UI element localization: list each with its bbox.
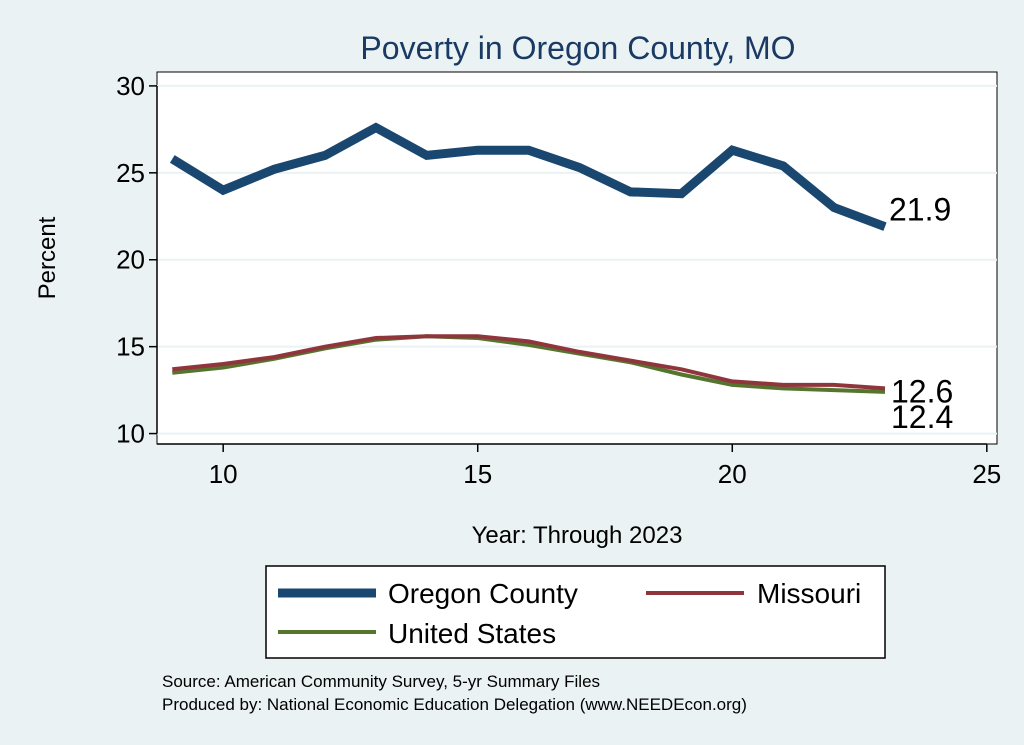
legend: Oregon County Missouri United States — [265, 565, 886, 659]
source-note: Source: American Community Survey, 5-yr … — [162, 672, 600, 691]
legend-box — [265, 565, 886, 659]
legend-label-united-states: United States — [388, 618, 556, 649]
end-labels: 21.9 12.612.4 — [889, 192, 953, 435]
grid-lines — [157, 84, 997, 435]
legend-label-missouri: Missouri — [757, 578, 861, 609]
y-axis-title: Percent — [34, 216, 61, 299]
axes: 10 15 20 25 30 10 15 20 25 — [116, 71, 1001, 489]
legend-label-oregon-county: Oregon County — [388, 578, 578, 609]
x-tick-label-25: 25 — [972, 459, 1001, 489]
end-label-missouri: 12.6 — [891, 373, 953, 409]
produced-by-note: Produced by: National Economic Education… — [162, 695, 747, 714]
chart-title: Poverty in Oregon County, MO — [360, 30, 795, 66]
series-lines — [169, 122, 887, 394]
end-label-united-states: 12.4 — [891, 399, 953, 435]
y-tick-label-10: 10 — [116, 419, 145, 449]
y-tick-label-15: 15 — [116, 332, 145, 362]
x-tick-label-10: 10 — [209, 459, 238, 489]
plot-area — [156, 71, 998, 445]
x-tick-label-15: 15 — [463, 459, 492, 489]
end-label-oregon-county: 21.9 — [889, 192, 951, 228]
y-tick-label-25: 25 — [116, 158, 145, 188]
y-tick-label-20: 20 — [116, 245, 145, 275]
x-tick-label-20: 20 — [718, 459, 747, 489]
y-tick-label-30: 30 — [116, 71, 145, 101]
x-axis-title: Year: Through 2023 — [472, 522, 683, 549]
